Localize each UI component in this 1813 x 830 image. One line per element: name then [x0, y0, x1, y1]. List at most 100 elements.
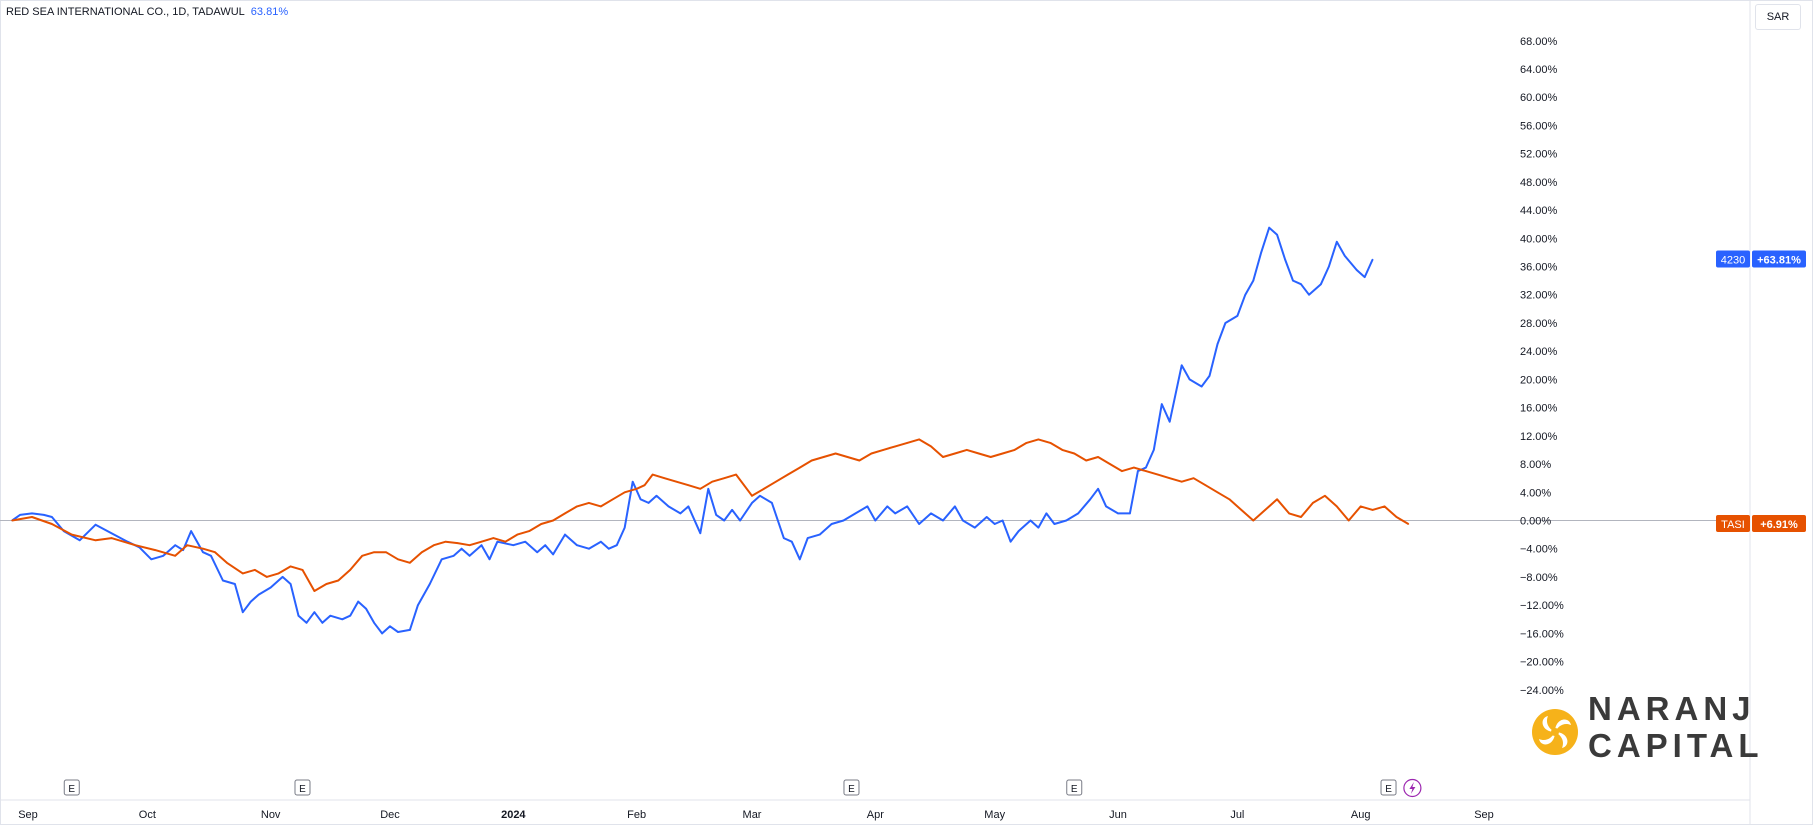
- data-point: [289, 565, 292, 568]
- y-tick-label: −16.00%: [1520, 628, 1564, 640]
- data-point: [468, 555, 471, 557]
- y-tick-label: 12.00%: [1520, 431, 1558, 443]
- data-point: [349, 614, 352, 617]
- data-point: [1236, 315, 1239, 317]
- data-point: [94, 523, 97, 526]
- data-point: [1157, 473, 1159, 476]
- data-point: [349, 569, 352, 571]
- x-tick-label: Mar: [743, 809, 762, 821]
- data-point: [277, 572, 280, 575]
- earnings-box: [1066, 779, 1083, 796]
- data-point: [1395, 516, 1398, 518]
- earnings-label: E: [848, 784, 855, 795]
- data-point: [512, 544, 515, 546]
- data-point: [679, 512, 682, 515]
- data-point: [134, 544, 137, 546]
- data-point: [1268, 226, 1270, 229]
- data-point: [1037, 438, 1040, 441]
- data-point: [365, 607, 367, 610]
- data-point: [409, 562, 411, 564]
- data-point: [675, 480, 678, 483]
- data-point: [1292, 279, 1294, 282]
- data-point: [202, 551, 204, 553]
- data-point: [1085, 459, 1087, 462]
- data-point: [751, 502, 753, 504]
- data-point: [759, 495, 761, 497]
- data-point: [1073, 452, 1076, 455]
- data-point: [846, 456, 849, 458]
- data-point: [608, 547, 610, 550]
- y-tick-label: 32.00%: [1520, 290, 1558, 302]
- data-point: [1180, 364, 1183, 367]
- data-point: [1252, 279, 1255, 282]
- data-point: [735, 473, 737, 476]
- series-layer: [11, 226, 1410, 635]
- series-4230: [11, 226, 1374, 635]
- data-point: [504, 540, 507, 543]
- data-point: [564, 533, 566, 536]
- data-point: [775, 480, 777, 483]
- data-point: [1161, 403, 1163, 405]
- data-point: [1288, 512, 1290, 515]
- earnings-label: E: [299, 784, 306, 795]
- earnings-box: [63, 779, 80, 796]
- data-point: [1276, 234, 1278, 236]
- data-point: [1145, 470, 1147, 472]
- data-point: [242, 611, 244, 613]
- x-axis[interactable]: Sep Oct Nov Dec 2024 Feb Mar Apr May Jun Jul Aug Sep: [18, 809, 1494, 821]
- y-tick-label: 20.00%: [1520, 374, 1558, 386]
- y-tick-label: 40.00%: [1520, 233, 1558, 245]
- data-point: [397, 631, 399, 633]
- data-point: [783, 537, 785, 539]
- series-TASI: [11, 438, 1410, 592]
- data-point: [1216, 491, 1219, 494]
- data-point: [1383, 505, 1386, 508]
- x-tick-label: Feb: [627, 809, 646, 821]
- y-tick-label: 4.00%: [1520, 487, 1551, 499]
- last-value-labels: 4230 +63.81% TASI +6.91%: [1716, 250, 1806, 533]
- lightning-icon[interactable]: [1403, 778, 1422, 798]
- data-point: [842, 519, 845, 522]
- data-point: [150, 558, 153, 561]
- series-name-label: TASI: [1721, 519, 1745, 531]
- data-point: [810, 459, 813, 462]
- data-point: [687, 505, 690, 508]
- data-point: [1284, 258, 1286, 261]
- data-point: [361, 555, 364, 557]
- earnings-marker[interactable]: E: [63, 779, 80, 796]
- data-point: [313, 611, 316, 613]
- data-point: [1077, 512, 1079, 515]
- data-point: [1336, 505, 1338, 508]
- data-point: [1363, 276, 1366, 278]
- x-tick-label: Sep: [1474, 809, 1494, 821]
- data-point: [731, 509, 733, 511]
- x-tick-label: Jun: [1109, 809, 1127, 821]
- y-tick-label: 68.00%: [1520, 36, 1558, 48]
- data-point: [1320, 283, 1322, 286]
- chart-legend-header[interactable]: RED SEA INTERNATIONAL CO., 1D, TADAWUL 63…: [6, 6, 288, 18]
- data-point: [250, 600, 252, 603]
- earnings-marker[interactable]: E: [294, 779, 311, 796]
- y-axis[interactable]: 68.00% 64.00% 60.00% 56.00% 52.00% 48.00% 44.0…: [1520, 36, 1564, 697]
- data-point: [1053, 523, 1056, 525]
- y-tick-label: 52.00%: [1520, 149, 1558, 161]
- data-point: [1228, 498, 1231, 501]
- data-point: [894, 445, 896, 448]
- data-point: [1097, 488, 1099, 490]
- data-point: [954, 452, 956, 455]
- data-point: [11, 519, 13, 522]
- earnings-marker[interactable]: E: [843, 779, 860, 796]
- data-point: [456, 542, 459, 544]
- currency-button[interactable]: SAR: [1755, 4, 1801, 30]
- data-point: [297, 614, 300, 617]
- data-point: [930, 445, 932, 448]
- earnings-marker[interactable]: E: [1380, 779, 1397, 796]
- x-tick-label: May: [984, 809, 1005, 821]
- earnings-marker[interactable]: E: [1066, 779, 1083, 796]
- data-point: [1137, 470, 1139, 472]
- data-point: [321, 622, 324, 624]
- data-point: [1308, 293, 1310, 296]
